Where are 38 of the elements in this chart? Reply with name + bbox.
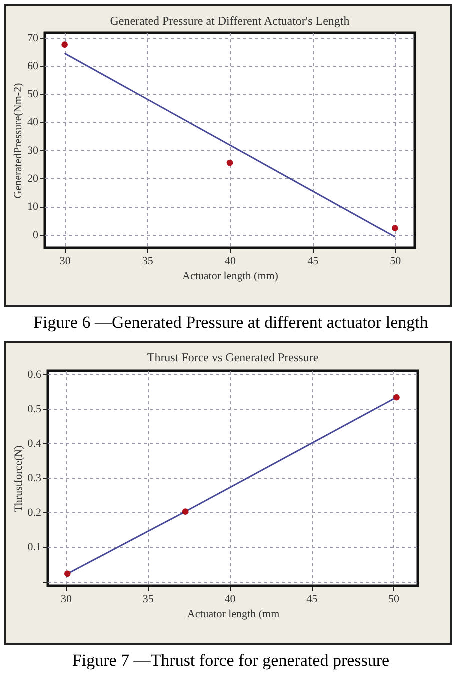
x-tick-label: 45 [308,256,320,268]
y-axis-title: GeneratedPressure(Nm-2) [12,82,24,199]
x-tick-label: 40 [224,594,236,606]
x-axis-title: Actuator length (mm [187,608,280,620]
y-tick-label: 40 [28,116,39,129]
point [394,394,400,401]
point [226,160,234,166]
point [62,42,68,48]
point [182,508,189,515]
caption: Figure 6 —Generated Pressure at different actuator length [32,313,430,333]
x-tick-label: 30 [60,256,72,268]
y-tick-label: 0.6 [28,368,42,381]
y-axis-title: Thrustforce(N) [12,445,25,512]
x-tick-label: 45 [306,594,318,606]
point [392,225,398,232]
x-tick-label: 40 [225,256,236,268]
x-tick-label: 35 [142,256,154,268]
y-tick-label: 20 [28,172,39,185]
x-tick-label: 30 [61,594,73,606]
y-tick-label: 0.4 [28,438,42,450]
y-tick-label: 0.3 [28,472,42,484]
y-tick-label: 30 [28,144,39,157]
y-tick-label: 50 [28,88,39,101]
chart-title: Thrust Force vs Generated Pressure [147,350,319,364]
caption: Figure 7 —Thrust force for generated pressure [71,651,391,671]
y-tick-label: 0.2 [28,506,42,519]
x-axis-title: Actuator length (mm) [182,270,279,282]
x-tick-label: 50 [388,594,400,606]
y-tick-label: 60 [28,60,39,72]
point [64,570,71,578]
y-tick-label: 0.5 [28,403,42,416]
x-tick-label: 35 [142,594,154,606]
x-tick-label: 50 [390,256,402,268]
y-tick-label: 0 [33,229,39,242]
y-tick-label: 70 [28,32,39,44]
y-tick-label: 0.1 [28,542,42,554]
y-tick-label: 10 [28,201,39,214]
chart-title: Generated Pressure at Different Actuator's Length [110,14,350,28]
